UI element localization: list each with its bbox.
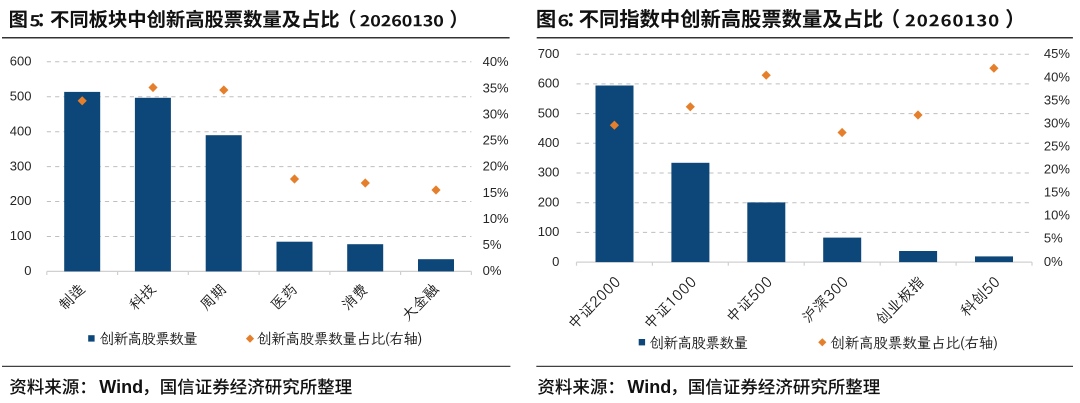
svg-text:30%: 30% xyxy=(1044,115,1070,130)
svg-text:300: 300 xyxy=(10,158,32,173)
svg-text:25%: 25% xyxy=(1044,139,1070,154)
svg-text:40%: 40% xyxy=(483,54,509,69)
svg-text:0%: 0% xyxy=(483,263,502,278)
svg-text:20%: 20% xyxy=(483,159,509,174)
svg-text:40%: 40% xyxy=(1044,69,1070,84)
svg-text:35%: 35% xyxy=(1044,92,1070,107)
svg-text:15%: 15% xyxy=(483,185,509,200)
svg-text:35%: 35% xyxy=(483,80,509,95)
svg-text:0: 0 xyxy=(552,254,559,269)
svg-text:700: 700 xyxy=(538,46,560,61)
svg-text:0%: 0% xyxy=(1044,254,1063,269)
svg-text:400: 400 xyxy=(10,123,32,138)
svg-text:5%: 5% xyxy=(1044,231,1063,246)
svg-text:15%: 15% xyxy=(1044,185,1070,200)
svg-text:500: 500 xyxy=(10,88,32,103)
svg-text:400: 400 xyxy=(538,135,560,150)
svg-text:600: 600 xyxy=(538,76,560,91)
svg-text:5%: 5% xyxy=(483,237,502,252)
svg-text:0: 0 xyxy=(24,263,31,278)
svg-text:20%: 20% xyxy=(1044,162,1070,177)
svg-text:Wind: Wind xyxy=(99,377,143,397)
svg-text:Wind: Wind xyxy=(627,377,671,397)
svg-text:25%: 25% xyxy=(483,133,509,148)
svg-text:30%: 30% xyxy=(483,106,509,121)
svg-text:10%: 10% xyxy=(483,211,509,226)
svg-text:10%: 10% xyxy=(1044,208,1070,223)
svg-text:100: 100 xyxy=(10,228,32,243)
svg-text:600: 600 xyxy=(10,54,32,69)
svg-text:100: 100 xyxy=(538,224,560,239)
svg-text:200: 200 xyxy=(10,193,32,208)
svg-text:200: 200 xyxy=(538,194,560,209)
svg-text:500: 500 xyxy=(538,105,560,120)
svg-text:300: 300 xyxy=(538,165,560,180)
svg-text:45%: 45% xyxy=(1044,46,1070,61)
